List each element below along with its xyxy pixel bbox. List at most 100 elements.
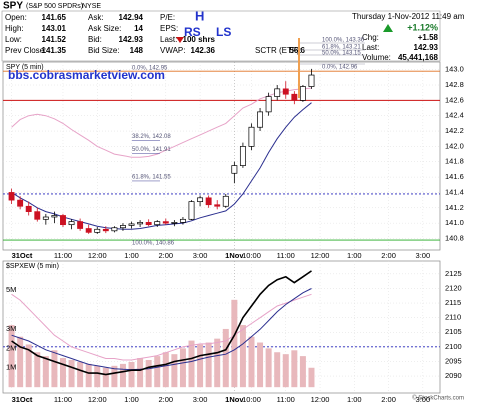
annotation: bbs.cobrasmarketview.com [8, 68, 165, 82]
header-value: 141.35 [42, 46, 67, 55]
candle-body [265, 96, 272, 113]
candle-body [128, 223, 135, 226]
candle-body [17, 199, 24, 207]
volume-bar [265, 348, 272, 388]
header-label: Ask: [88, 13, 104, 22]
y2-tick-label: 1M [6, 363, 16, 372]
header-label: High: [5, 24, 24, 33]
x-tick-label: 3:00 [193, 251, 208, 260]
y-tick-label: 2120 [445, 283, 462, 292]
header-label: Bid Size: [88, 46, 120, 55]
candle-body [308, 74, 315, 87]
candle-body [102, 228, 109, 232]
y2-tick-label: 2M [6, 343, 16, 352]
y2-tick-label: 3M [6, 324, 16, 333]
pct-change: +1.12% [407, 22, 438, 32]
candle-body [257, 111, 264, 128]
y-tick-label: 143.0 [445, 65, 464, 74]
x-tick-label: 2:00 [381, 251, 396, 260]
candle-body [154, 221, 161, 226]
x-tick-label: 31Oct [12, 395, 33, 404]
header-label: SCTR (ETF): [255, 46, 302, 55]
header-value: 100 shrs [183, 35, 216, 44]
pane [2, 61, 441, 251]
volume-bar [179, 348, 186, 388]
volume-bar [205, 342, 212, 388]
candle-body [299, 86, 306, 101]
annotation: 100.0%, 140.86 [132, 241, 175, 247]
header-label: EPS: [160, 24, 178, 33]
header-label: Prev Close: [5, 46, 46, 55]
candle-body [8, 192, 15, 201]
annotation: RS [184, 25, 201, 39]
pane [2, 260, 441, 394]
candle-body [77, 221, 84, 229]
x-tick-label: 3:00 [193, 395, 208, 404]
pane-title: SPY (5 min) [6, 64, 44, 71]
volume-bar [162, 352, 169, 388]
up-arrow [383, 24, 393, 32]
plot [3, 261, 440, 393]
x-tick-label: 1:00 [124, 251, 139, 260]
volume-bar [111, 365, 118, 388]
plot [3, 38, 440, 250]
volume-bar [291, 350, 298, 388]
y-tick-label: 142.4 [445, 111, 464, 120]
candle-body [137, 222, 144, 225]
volume-bar [102, 367, 109, 388]
x-tick-label: 3:00 [416, 395, 431, 404]
annotation: 50.0%, 141.91 [132, 147, 171, 153]
symbol: SPY [3, 1, 23, 12]
x-tick-label: 12:00 [88, 251, 107, 260]
annotation: 38.2%, 142.08 [132, 134, 171, 140]
y-tick-label: 141.8 [445, 157, 464, 166]
header-label: VWAP: [160, 46, 185, 55]
volume-bar [25, 344, 32, 388]
y-tick-label: 141.4 [445, 187, 464, 196]
volume-bar [171, 354, 178, 388]
x-tick-label: 1:00 [347, 251, 362, 260]
candle-body [34, 211, 41, 220]
header-value: 148 [130, 46, 144, 55]
volume-bar [274, 352, 281, 388]
header-value: 14 [134, 24, 143, 33]
x-tick-label: 1Nov [225, 395, 244, 404]
stat-label: Volume: [362, 53, 391, 62]
volume-bar [77, 361, 84, 388]
candle-body [222, 195, 229, 207]
annotation: 61.8%, 141.55 [132, 175, 171, 181]
candle-body [68, 221, 75, 226]
header-value: 142.93 [119, 35, 144, 44]
volume-bar [188, 340, 195, 388]
header: SPY (S&P 500 SPDRs) NYSE Thursday 1-Nov-… [1, 1, 465, 402]
volume-bar [59, 358, 66, 388]
x-tick-label: 1:00 [124, 395, 139, 404]
candle-body [25, 205, 32, 212]
candle-body [85, 228, 92, 233]
x-tick-label: 2:00 [381, 395, 396, 404]
candle-body [274, 88, 281, 97]
x-tick-label: 10:00 [242, 251, 261, 260]
volume-bar [197, 344, 204, 388]
y-tick-label: 142.0 [445, 141, 464, 150]
y-tick-label: 2105 [445, 327, 462, 336]
y-tick-label: 140.8 [445, 233, 464, 242]
header-value: 142.94 [119, 13, 144, 22]
y-tick-label: 141.0 [445, 218, 464, 227]
volume-bar [299, 356, 306, 388]
x-tick-label: 12:00 [311, 251, 330, 260]
y-tick-label: 2095 [445, 356, 462, 365]
candle-body [120, 225, 126, 229]
x-tick-label: 1:00 [347, 395, 362, 404]
candle-body [145, 222, 152, 226]
candle-body [197, 197, 204, 203]
header-value: 143.01 [42, 24, 67, 33]
y-tick-label: 141.6 [445, 172, 464, 181]
candle-body [291, 93, 298, 101]
volume-bar [248, 336, 255, 388]
header-value: 56.6 [289, 46, 305, 55]
line [11, 87, 312, 158]
x-tick-label: 12:00 [88, 395, 107, 404]
x-tick-label: 2:00 [158, 395, 173, 404]
